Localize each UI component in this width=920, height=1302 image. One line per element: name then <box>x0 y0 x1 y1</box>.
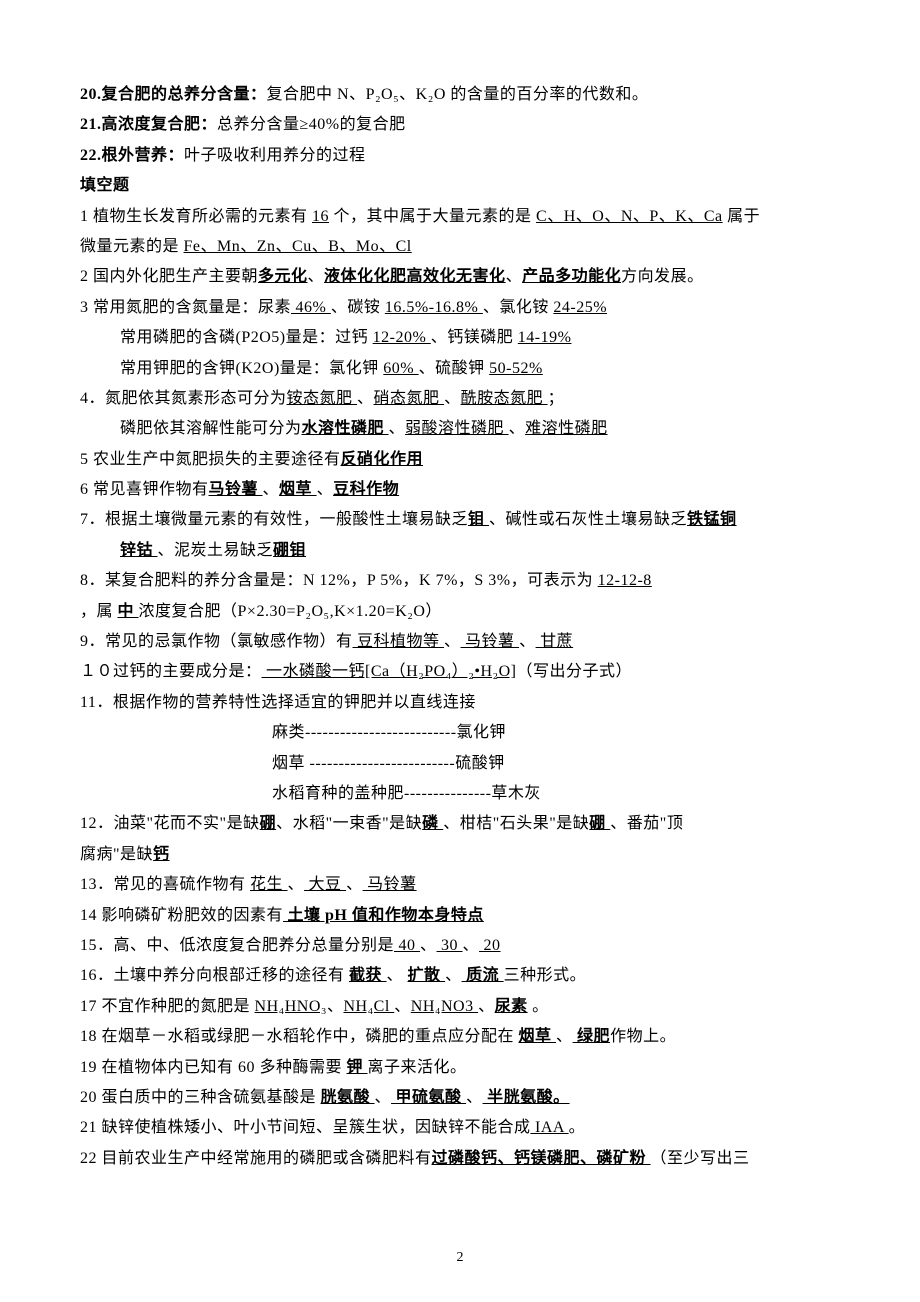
q17: 17 不宜作种肥的氮肥是 NH₄HNO₃、NH₄Cl 、NH₄NO3 、尿素 。 <box>80 992 840 1022</box>
q20: 20 蛋白质中的三种含硫氨基酸是 胱氨酸 、 甲硫氨酸 、 半胱氨酸。 <box>80 1083 840 1113</box>
q3-b: 常用磷肥的含磷(P2O5)量是：过钙 12-20% 、钙镁磷肥 14-19% <box>80 323 840 353</box>
q11-b: 烟草 -------------------------硫酸钾 <box>80 749 840 779</box>
q15: 15．高、中、低浓度复合肥养分总量分别是 40 、 30 、 20 <box>80 931 840 961</box>
section-fill-title: 填空题 <box>80 171 840 201</box>
q2: 2 国内外化肥生产主要朝多元化、液体化化肥高效化无害化、产品多功能化方向发展。 <box>80 262 840 292</box>
q9: 9．常见的忌氯作物（氯敏感作物）有 豆科植物等 、 马铃薯 、 甘蔗 <box>80 627 840 657</box>
q7-a: 7．根据土壤微量元素的有效性，一般酸性土壤易缺乏钼 、碱性或石灰性土壤易缺乏铁锰… <box>80 505 840 535</box>
document-page: 20.复合肥的总养分含量：复合肥中 N、P₂O₅、K₂O 的含量的百分率的代数和… <box>0 0 920 1302</box>
def-21-label: 21.高浓度复合肥： <box>80 116 217 133</box>
q4-a: 4．氮肥依其氮素形态可分为铵态氮肥 、硝态氮肥 、酰胺态氮肥 ； <box>80 384 840 414</box>
q6: 6 常见喜钾作物有马铃薯 、烟草 、豆科作物 <box>80 475 840 505</box>
q8-b: ，属 中 浓度复合肥（P×2.30=P₂O₅,K×1.20=K₂O） <box>80 597 840 627</box>
q3-c: 常用钾肥的含钾(K2O)量是：氯化钾 60% 、硫酸钾 50-52% <box>80 354 840 384</box>
q12-a: 12．油菜"花而不实"是缺硼、水稻"一束香"是缺磷 、柑桔"石头果"是缺硼 、番… <box>80 809 840 839</box>
q12-b: 腐病"是缺钙 <box>80 840 840 870</box>
def-22-body: 叶子吸收利用养分的过程 <box>184 147 366 164</box>
q3-a: 3 常用氮肥的含氮量是：尿素 46% 、碳铵 16.5%-16.8% 、氯化铵 … <box>80 293 840 323</box>
q1-line2: 微量元素的是 Fe、Mn、Zn、Cu、B、Mo、Cl <box>80 232 840 262</box>
q13: 13．常见的喜硫作物有 花生 、 大豆 、 马铃薯 <box>80 870 840 900</box>
q11-title: 11．根据作物的营养特性选择适宜的钾肥并以直线连接 <box>80 688 840 718</box>
q22: 22 目前农业生产中经常施用的磷肥或含磷肥料有过磷酸钙、钙镁磷肥、磷矿粉 （至少… <box>80 1144 840 1174</box>
def-20: 20.复合肥的总养分含量：复合肥中 N、P₂O₅、K₂O 的含量的百分率的代数和… <box>80 80 840 110</box>
q18: 18 在烟草－水稻或绿肥－水稻轮作中，磷肥的重点应分配在 烟草 、 绿肥作物上。 <box>80 1022 840 1052</box>
q14: 14 影响磷矿粉肥效的因素有 土壤 pH 值和作物本身特点 <box>80 901 840 931</box>
q11-a: 麻类--------------------------氯化钾 <box>80 718 840 748</box>
q1-line1: 1 植物生长发育所必需的元素有 16 个，其中属于大量元素的是 C、H、O、N、… <box>80 202 840 232</box>
page-number: 2 <box>0 1245 920 1272</box>
def-22-label: 22.根外营养： <box>80 147 184 164</box>
def-20-label: 20.复合肥的总养分含量： <box>80 86 267 103</box>
q21: 21 缺锌使植株矮小、叶小节间短、呈簇生状，因缺锌不能合成 IAA 。 <box>80 1113 840 1143</box>
def-22: 22.根外营养：叶子吸收利用养分的过程 <box>80 141 840 171</box>
def-20-body: 复合肥中 N、P₂O₅、K₂O 的含量的百分率的代数和。 <box>267 86 649 103</box>
q8-a: 8．某复合肥料的养分含量是：N 12%，P 5%，K 7%，S 3%，可表示为 … <box>80 566 840 596</box>
q4-b: 磷肥依其溶解性能可分为水溶性磷肥 、弱酸溶性磷肥 、难溶性磷肥 <box>80 414 840 444</box>
def-21-body: 总养分含量≥40%的复合肥 <box>217 116 406 133</box>
q19: 19 在植物体内已知有 60 多种酶需要 钾 离子来活化。 <box>80 1053 840 1083</box>
q7-b: 锌钴 、泥炭土易缺乏硼钼 <box>80 536 840 566</box>
q16: 16．土壤中养分向根部迁移的途径有 截获 、 扩散 、 质流 三种形式。 <box>80 961 840 991</box>
def-21: 21.高浓度复合肥：总养分含量≥40%的复合肥 <box>80 110 840 140</box>
q11-c: 水稻育种的盖种肥---------------草木灰 <box>80 779 840 809</box>
q5: 5 农业生产中氮肥损失的主要途径有反硝化作用 <box>80 445 840 475</box>
q10: １０过钙的主要成分是： 一水磷酸一钙[Ca（H₂PO₄）₂•H₂O]（写出分子式… <box>80 657 840 687</box>
